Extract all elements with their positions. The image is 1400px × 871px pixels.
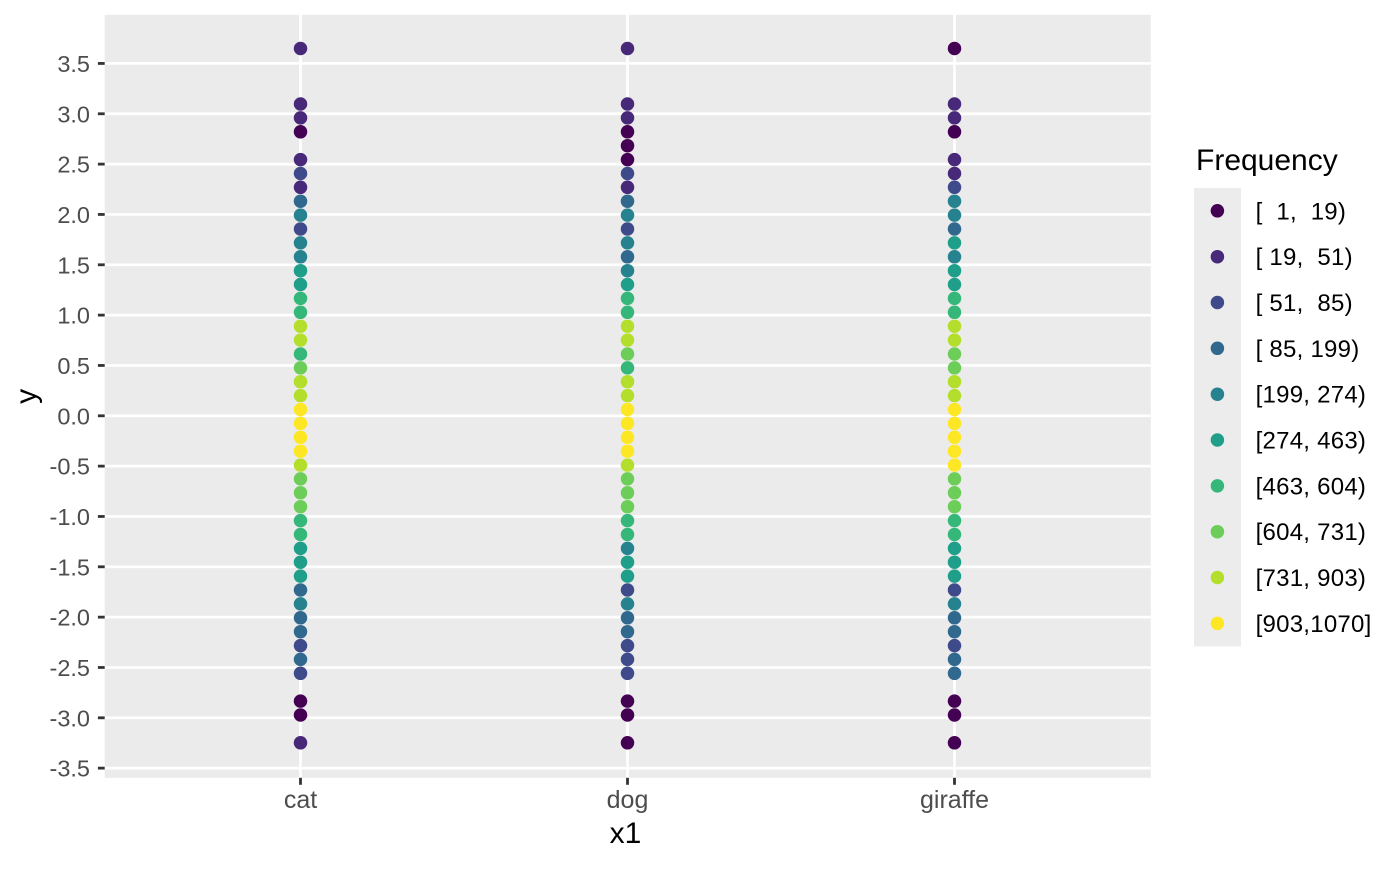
svg-text:-2.5: -2.5 (50, 655, 91, 681)
svg-text:[ 1, 19): [ 1, 19) (1256, 198, 1347, 225)
svg-text:-0.5: -0.5 (50, 454, 91, 480)
svg-text:3.5: 3.5 (57, 51, 90, 77)
svg-text:dog: dog (607, 786, 649, 814)
svg-text:3.0: 3.0 (57, 101, 90, 127)
svg-text:[274, 463): [274, 463) (1256, 428, 1367, 455)
svg-text:[463, 604): [463, 604) (1256, 473, 1367, 500)
svg-text:2.0: 2.0 (57, 202, 90, 228)
svg-text:[ 85, 199): [ 85, 199) (1256, 336, 1360, 363)
svg-text:[199, 274): [199, 274) (1256, 382, 1367, 409)
svg-text:cat: cat (284, 786, 317, 814)
svg-text:Frequency: Frequency (1196, 144, 1338, 177)
svg-text:[ 19, 51): [ 19, 51) (1256, 244, 1353, 271)
svg-text:0.5: 0.5 (57, 353, 90, 379)
svg-text:[604, 731): [604, 731) (1256, 519, 1367, 546)
svg-text:[731, 903): [731, 903) (1256, 565, 1367, 592)
svg-text:-1.5: -1.5 (50, 554, 91, 580)
svg-text:-2.0: -2.0 (50, 605, 91, 631)
svg-text:-3.5: -3.5 (50, 756, 91, 782)
svg-text:1.0: 1.0 (57, 303, 90, 329)
svg-text:[903,1070]: [903,1070] (1256, 611, 1372, 638)
svg-text:[ 51, 85): [ 51, 85) (1256, 290, 1353, 317)
svg-text:-3.0: -3.0 (50, 705, 91, 731)
svg-text:x1: x1 (610, 817, 642, 850)
svg-text:-1.0: -1.0 (50, 504, 91, 530)
svg-text:2.5: 2.5 (57, 152, 90, 178)
svg-text:0.0: 0.0 (57, 403, 90, 429)
svg-text:y: y (10, 389, 43, 404)
svg-text:1.5: 1.5 (57, 252, 90, 278)
svg-text:giraffe: giraffe (920, 786, 989, 814)
